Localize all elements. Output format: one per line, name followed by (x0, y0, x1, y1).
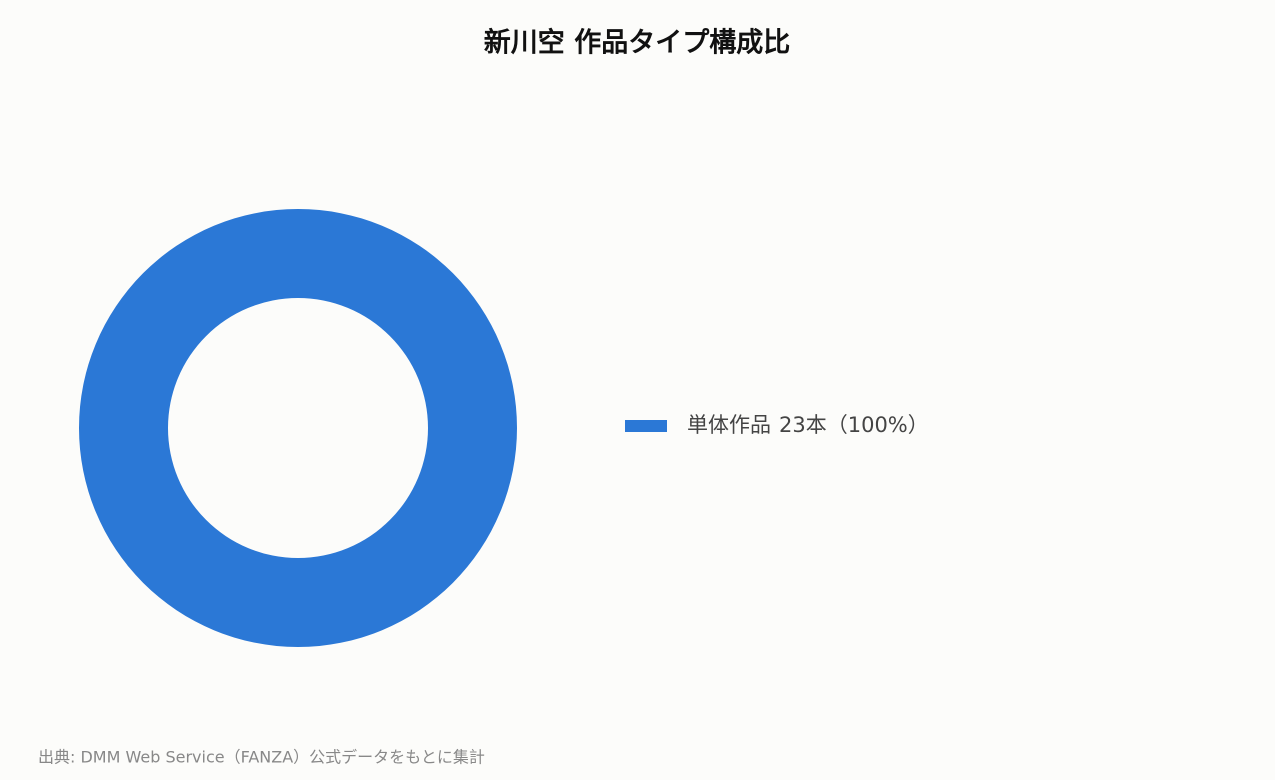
legend-label: 単体作品 23本（100%） (687, 413, 929, 437)
legend-category: 単体作品 (687, 413, 771, 437)
legend-value: 23本（100%） (779, 413, 929, 437)
legend-swatch (625, 420, 667, 432)
chart-title: 新川空 作品タイプ構成比 (484, 27, 790, 59)
donut-slice (79, 209, 517, 647)
source-note: 出典: DMM Web Service（FANZA）公式データをもとに集計 (38, 748, 485, 767)
